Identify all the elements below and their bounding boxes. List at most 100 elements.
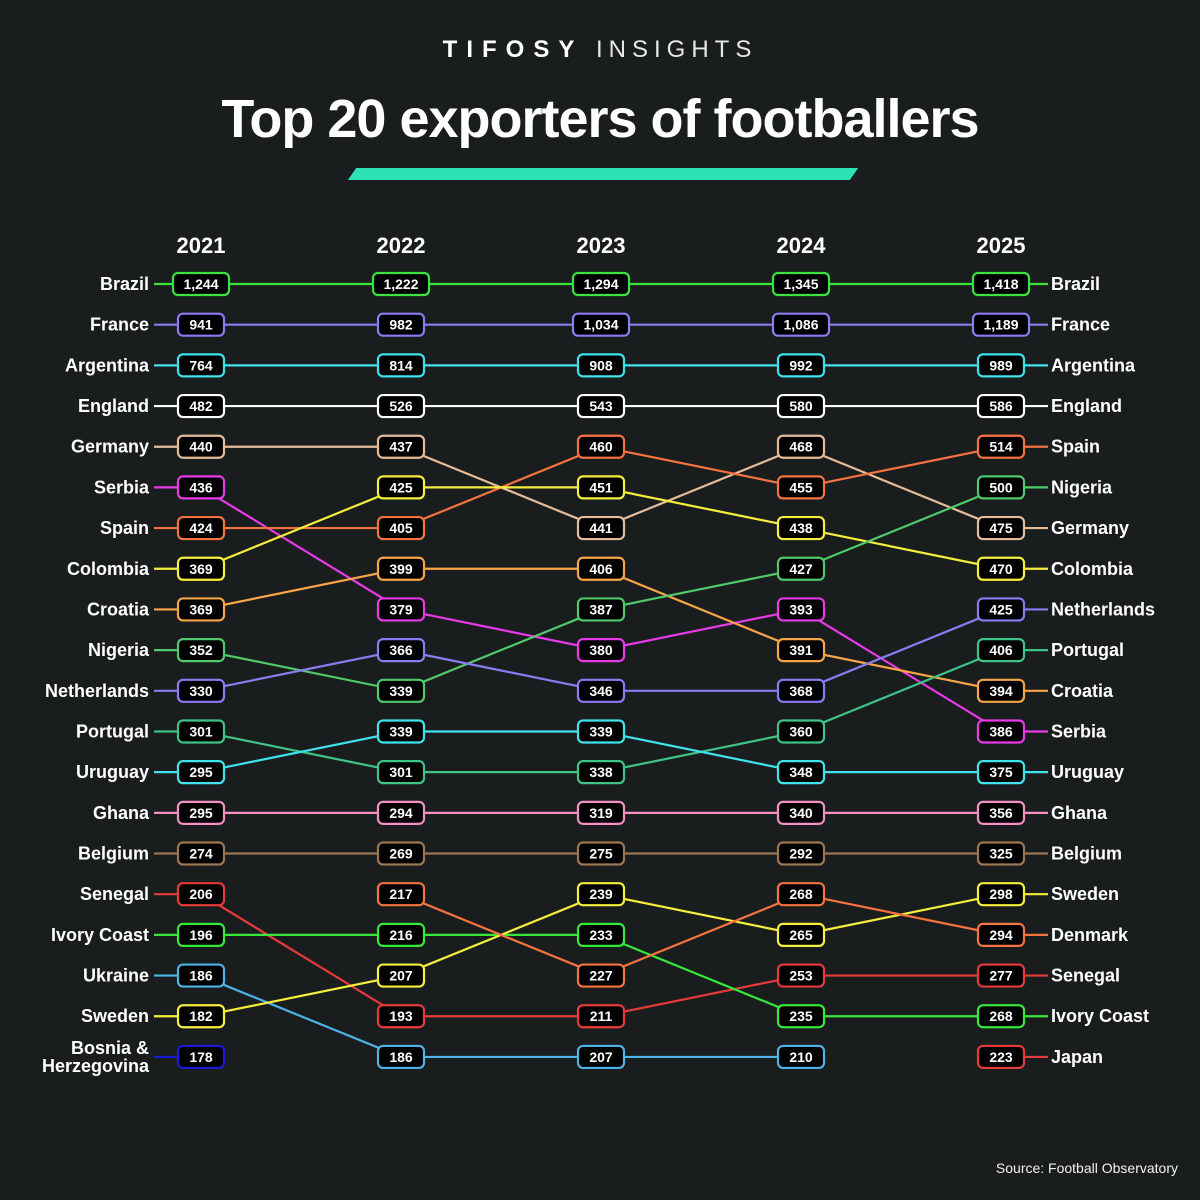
node-portugal-2024: 360 — [776, 719, 826, 744]
node-value: 268 — [989, 1008, 1013, 1024]
node-netherlands-2021: 330 — [176, 678, 226, 703]
node-value: 366 — [389, 642, 413, 658]
node-box — [376, 556, 426, 581]
node-value: 319 — [589, 805, 613, 821]
line-ukraine — [200, 974, 402, 1058]
node-value: 178 — [189, 1049, 213, 1065]
node-value: 216 — [389, 927, 413, 943]
node-box — [376, 434, 426, 459]
node-croatia-2021: 369 — [176, 597, 226, 622]
node-value: 814 — [389, 357, 413, 373]
country-label-left-senegal: Senegal — [80, 884, 149, 904]
node-brazil-2025: 1,418 — [971, 271, 1031, 297]
node-box — [176, 434, 226, 459]
node-value: 268 — [789, 886, 813, 902]
node-portugal-2022: 301 — [376, 760, 426, 785]
line-serbia — [200, 486, 402, 611]
node-value: 360 — [789, 723, 813, 739]
node-uruguay-2024: 348 — [776, 760, 826, 785]
node-england-2022: 526 — [376, 393, 426, 419]
country-label-left-netherlands: Netherlands — [45, 681, 149, 701]
node-value: 233 — [589, 927, 613, 943]
node-sweden-2023: 239 — [576, 882, 626, 907]
node-value: 339 — [389, 683, 413, 699]
node-denmark-2022: 217 — [376, 882, 426, 907]
node-box — [576, 678, 626, 703]
node-box — [976, 515, 1026, 541]
line-spain — [800, 445, 1002, 489]
node-box — [376, 719, 426, 744]
node-senegal-2023: 211 — [576, 1004, 626, 1029]
line-nigeria — [800, 486, 1002, 570]
country-label-right-senegal: Senegal — [1051, 966, 1120, 986]
node-value: 339 — [389, 723, 413, 739]
node-box — [776, 475, 826, 500]
country-label-right-england: England — [1051, 396, 1122, 416]
node-value: 211 — [590, 1008, 613, 1024]
node-england-2021: 482 — [176, 393, 226, 419]
node-box — [576, 475, 626, 500]
line-netherlands — [200, 649, 402, 692]
node-box — [576, 638, 626, 663]
node-value: 210 — [789, 1049, 813, 1065]
node-box — [176, 1004, 226, 1029]
node-box — [176, 312, 226, 337]
node-box — [576, 353, 626, 378]
node-box — [776, 841, 826, 866]
node-box — [571, 312, 631, 337]
year-header-2023: 2023 — [577, 233, 626, 258]
node-value: 475 — [989, 520, 1013, 536]
country-label-right-portugal: Portugal — [1051, 640, 1124, 660]
node-box — [976, 393, 1026, 419]
node-colombia-2025: 470 — [976, 556, 1026, 581]
node-argentina-2024: 992 — [776, 353, 826, 378]
line-croatia — [600, 567, 802, 652]
node-box — [971, 271, 1031, 297]
source-note: Source: Football Observatory — [995, 1160, 1178, 1176]
node-box — [576, 434, 626, 459]
node-value: 514 — [989, 439, 1013, 455]
node-box — [976, 353, 1026, 378]
node-box — [576, 760, 626, 785]
node-value: 1,034 — [583, 317, 618, 333]
node-value: 424 — [189, 520, 213, 536]
node-value: 196 — [189, 927, 213, 943]
node-value: 436 — [189, 479, 213, 495]
node-box — [576, 800, 626, 825]
node-england-2025: 586 — [976, 393, 1026, 419]
node-value: 941 — [189, 317, 213, 333]
country-label-right-spain: Spain — [1051, 437, 1100, 457]
node-value: 186 — [189, 968, 213, 984]
node-box — [776, 1044, 826, 1070]
node-box — [976, 556, 1026, 581]
node-value: 186 — [389, 1049, 413, 1065]
country-label-left-argentina: Argentina — [65, 355, 150, 375]
node-spain-2025: 514 — [976, 434, 1026, 459]
node-serbia-2023: 380 — [576, 638, 626, 663]
node-nigeria-2024: 427 — [776, 556, 826, 581]
line-croatia — [200, 567, 402, 611]
node-value: 207 — [589, 1049, 613, 1065]
node-box — [176, 800, 226, 825]
line-senegal — [600, 974, 802, 1018]
node-value: 369 — [189, 561, 213, 577]
line-serbia — [600, 608, 802, 652]
node-value: 294 — [989, 927, 1013, 943]
node-box — [176, 556, 226, 581]
node-value: 455 — [789, 479, 813, 495]
node-ghana-2024: 340 — [776, 800, 826, 825]
country-label-left-ivory-coast: Ivory Coast — [51, 925, 149, 945]
node-value: 368 — [789, 683, 813, 699]
node-spain-2021: 424 — [176, 515, 226, 541]
node-box — [576, 515, 626, 541]
node-belgium-2021: 274 — [176, 841, 226, 866]
node-value: 298 — [989, 886, 1013, 902]
node-value: 301 — [389, 764, 413, 780]
node-box — [776, 1004, 826, 1029]
node-box — [576, 841, 626, 866]
node-value: 330 — [189, 683, 213, 699]
node-colombia-2023: 451 — [576, 475, 626, 500]
node-france-2022: 982 — [376, 312, 426, 337]
node-value: 269 — [389, 846, 413, 862]
node-box — [976, 760, 1026, 785]
